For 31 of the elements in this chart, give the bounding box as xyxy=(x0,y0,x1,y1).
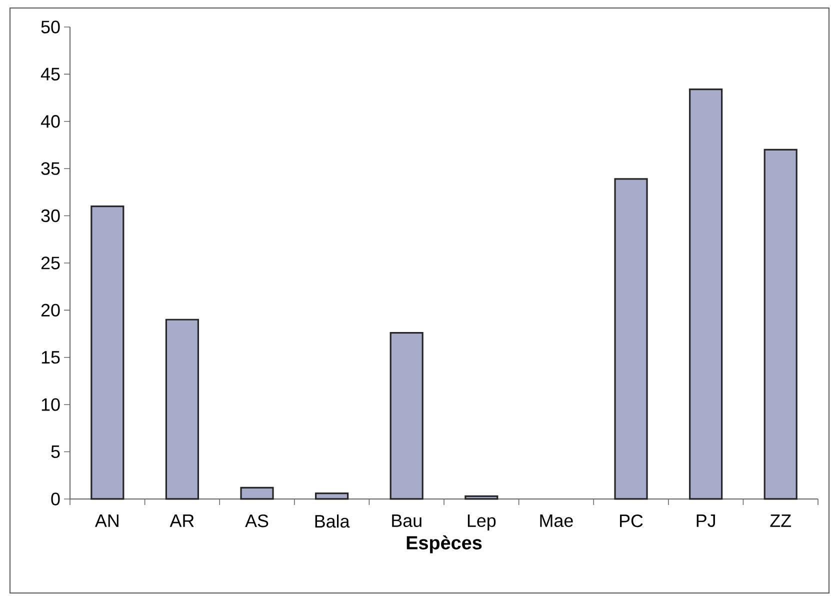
bar xyxy=(165,318,200,500)
bar xyxy=(390,332,424,500)
x-tick-label: AN xyxy=(94,514,118,527)
bar xyxy=(464,495,498,500)
bar xyxy=(240,486,274,500)
bar xyxy=(315,492,349,500)
x-tick-label: ZZ xyxy=(770,514,792,527)
bar xyxy=(689,88,723,500)
x-axis-title: Espèces xyxy=(406,535,482,554)
x-tick-label: Lep xyxy=(468,514,496,531)
y-tick-label: 15 xyxy=(42,351,60,364)
bar xyxy=(614,178,648,500)
y-tick-label: 10 xyxy=(42,398,60,411)
x-tick-label: Mae xyxy=(540,514,573,528)
x-tick-label: AR xyxy=(170,514,194,527)
y-tick-label: 50 xyxy=(41,20,60,34)
y-tick-label: 40 xyxy=(40,115,60,128)
bar xyxy=(764,148,798,500)
y-tick-label: 45 xyxy=(40,68,60,80)
y-tick-label: 30 xyxy=(41,209,60,222)
x-tick-label: PC xyxy=(620,514,643,528)
y-tick-label: 20 xyxy=(41,304,60,317)
y-tick-label: 25 xyxy=(41,256,60,270)
x-tick-label: AS xyxy=(245,514,268,528)
y-tick-label: 0 xyxy=(51,492,60,506)
y-tick-label: 35 xyxy=(41,162,60,175)
x-tick-label: Bala xyxy=(315,514,350,528)
y-tick-label: 5 xyxy=(51,446,60,458)
bar xyxy=(90,206,124,500)
x-tick-label: PJ xyxy=(696,514,715,528)
x-tick-label: Bau xyxy=(392,514,422,528)
